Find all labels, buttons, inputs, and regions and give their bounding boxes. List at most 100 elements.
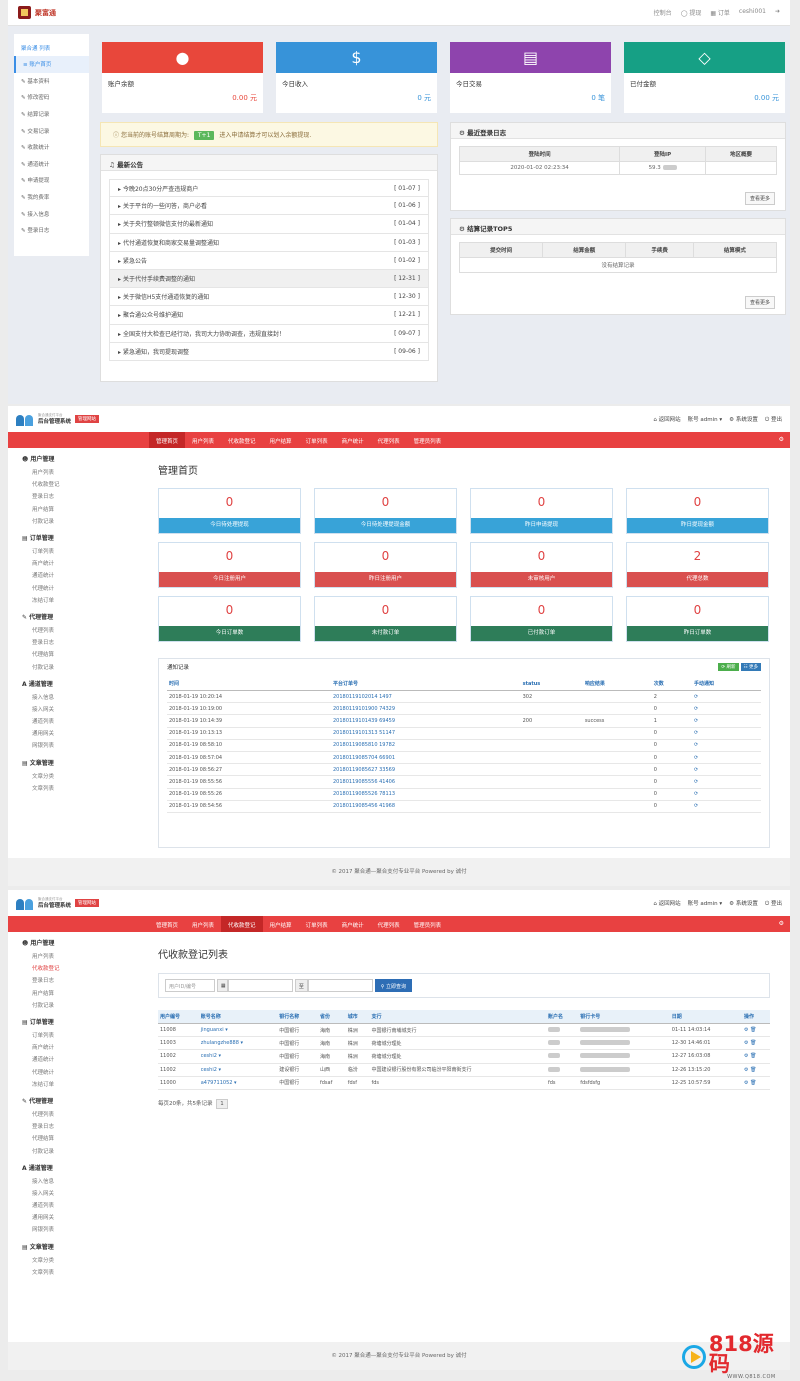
sidebar-item[interactable]: 付款记录 [32, 1002, 55, 1009]
merchant-logo[interactable]: 聚富通 [18, 6, 56, 19]
sidebar-item-password[interactable]: ✎ 修改密码 [21, 95, 50, 102]
nav-username[interactable]: ceshi001 [738, 8, 766, 15]
sidebar-item[interactable]: 冻结订单 [32, 1081, 55, 1088]
more-button[interactable]: ☷ 更多 [740, 663, 761, 671]
gear-icon[interactable]: ⚙ [778, 920, 784, 927]
resend-icon[interactable]: ⟳ [692, 763, 761, 777]
sidebar-item[interactable]: 冻结订单 [32, 597, 55, 604]
list-item[interactable]: ▸ 代付通道恢复和商家交易量调整通知 [ 01-03 ] [109, 233, 429, 252]
sidebar-item[interactable]: 用户结算 [32, 506, 55, 513]
sidebar-item[interactable]: 付款记录 [32, 518, 55, 525]
list-item[interactable]: ▸ 关于代付手续费调整的通知 [ 12-31 ] [109, 270, 429, 289]
sidebar-item-withdraw[interactable]: ✎ 申请提现 [21, 178, 50, 185]
sidebar-item[interactable]: 代理列表 [32, 627, 55, 634]
sidebar-item[interactable]: 订单列表 [32, 1033, 55, 1040]
sidebar-item[interactable]: 接入网关 [32, 706, 55, 713]
resend-icon[interactable]: ⟳ [692, 775, 761, 789]
sidebar-item[interactable]: 文章分类 [32, 773, 55, 780]
tab-merchant-stats[interactable]: 商户统计 [341, 439, 364, 445]
sidebar-item[interactable]: 通道统计 [32, 1057, 55, 1064]
trash-icon[interactable]: 🗑 [750, 1027, 757, 1034]
sidebar-item[interactable]: 接入信息 [32, 1178, 55, 1185]
resend-icon[interactable]: ⟳ [692, 702, 761, 716]
nav-console[interactable]: 控制台 [653, 10, 672, 17]
end-date-input[interactable] [307, 979, 373, 992]
cell[interactable]: 20180119085526 78113 [330, 788, 521, 801]
sidebar-item-income-stats[interactable]: ✎ 收款统计 [21, 145, 50, 152]
cell[interactable]: 20180119085627 33569 [330, 763, 521, 777]
sidebar-item[interactable]: 代理统计 [32, 585, 55, 592]
sidebar-item[interactable]: 通道列表 [32, 1203, 55, 1210]
cell[interactable]: 20180119101439 69459 [330, 714, 521, 728]
nav-orders[interactable]: ▦ 订单 [710, 10, 730, 17]
sidebar-item[interactable]: 网银列表 [32, 1227, 55, 1234]
sidebar-item[interactable]: 文章列表 [32, 1269, 55, 1276]
tab-collection-register[interactable]: 代收款登记 [221, 916, 263, 932]
edit-icon[interactable]: ⚙ [744, 1079, 749, 1086]
search-button[interactable]: ⚲ 立即查询 [374, 979, 413, 992]
account-link[interactable]: jinguanxi ▾ [198, 1023, 278, 1038]
account-link[interactable]: zhulangzhe888 ▾ [198, 1036, 278, 1051]
gear-icon[interactable]: ⚙ [778, 436, 784, 443]
tab-agents[interactable]: 代理列表 [377, 439, 400, 445]
sidebar-item[interactable]: 代理统计 [32, 1069, 55, 1076]
list-item[interactable]: ▸ 关于微信H5支付通道恢复的通知 [ 12-30 ] [109, 288, 429, 307]
sidebar-item[interactable]: 通用网关 [32, 731, 55, 738]
sidebar-item-rates[interactable]: ✎ 我的费率 [21, 195, 50, 202]
trash-icon[interactable]: 🗑 [750, 1040, 757, 1047]
cell[interactable]: 20180119101900 74329 [330, 702, 521, 716]
resend-icon[interactable]: ⟳ [692, 788, 761, 801]
sidebar-item[interactable]: 登录日志 [32, 640, 55, 647]
logout[interactable]: ⏻ 登出 [764, 416, 782, 423]
sidebar-item[interactable]: 用户结算 [32, 990, 55, 997]
list-item[interactable]: ▸ 紧急公告 [ 01-02 ] [109, 251, 429, 270]
sidebar-item[interactable]: 通道列表 [32, 719, 55, 726]
back-to-site[interactable]: ⌂ 返回网站 [653, 900, 681, 907]
tab-users[interactable]: 用户列表 [192, 923, 215, 929]
login-more-button[interactable]: 查看更多 [744, 192, 775, 205]
start-date-input[interactable] [227, 979, 293, 992]
logout[interactable]: ⏻ 登出 [764, 900, 782, 907]
system-settings[interactable]: ⚙ 系统设置 [729, 416, 758, 423]
list-item[interactable]: ▸ 今晚20点30分严查违规商户 [ 01-07 ] [109, 179, 429, 198]
admin-logo[interactable]: 聚合通支付平台 后台管理系统 管理网站 [16, 412, 100, 426]
logout-icon[interactable]: ➜ [774, 8, 780, 15]
sidebar-item[interactable]: 登录日志 [32, 494, 55, 501]
trash-icon[interactable]: 🗑 [750, 1079, 757, 1086]
sidebar-item[interactable]: 通道统计 [32, 573, 55, 580]
cell[interactable]: 20180119102014 1497 [330, 690, 521, 704]
cell[interactable]: 20180119085456 41968 [330, 800, 521, 813]
tab-admin-home[interactable]: 管理首页 [149, 432, 186, 448]
sidebar-item[interactable]: 代理结算 [32, 1136, 55, 1143]
account-menu[interactable]: 账号 admin ▾ [687, 416, 723, 423]
tab-admins[interactable]: 管理员列表 [413, 439, 442, 445]
cell[interactable]: 20180119085704 66901 [330, 751, 521, 765]
back-to-site[interactable]: ⌂ 返回网站 [653, 416, 681, 423]
sidebar-item[interactable]: 接入网关 [32, 1190, 55, 1197]
cell[interactable]: 20180119085810 19782 [330, 739, 521, 752]
trash-icon[interactable]: 🗑 [750, 1053, 757, 1060]
sidebar-item[interactable]: 订单列表 [32, 549, 55, 556]
cell[interactable]: 20180119101313 51147 [330, 727, 521, 740]
tab-user-settle[interactable]: 用户结算 [269, 923, 292, 929]
sidebar-item[interactable]: 用户列表 [32, 954, 55, 961]
sidebar-item[interactable]: 代理列表 [32, 1111, 55, 1118]
sidebar-item[interactable]: 付款记录 [32, 664, 55, 671]
sidebar-item[interactable]: 文章分类 [32, 1257, 55, 1264]
tab-agents[interactable]: 代理列表 [377, 923, 400, 929]
sidebar-item[interactable]: 商户统计 [32, 1045, 55, 1052]
list-item[interactable]: ▸ 全国支付大检查已经行动，我司大力协助调查，违规直接封！ [ 09-07 ] [109, 324, 429, 343]
edit-icon[interactable]: ⚙ [744, 1040, 749, 1047]
tab-admins[interactable]: 管理员列表 [413, 923, 442, 929]
sidebar-item-login-log[interactable]: ✎ 登录日志 [21, 228, 50, 235]
resend-icon[interactable]: ⟳ [692, 727, 761, 740]
sidebar-item[interactable]: 商户统计 [32, 561, 55, 568]
resend-icon[interactable]: ⟳ [692, 800, 761, 813]
edit-icon[interactable]: ⚙ [744, 1066, 749, 1073]
sidebar-item[interactable]: 用户列表 [32, 470, 55, 477]
settle-more-button[interactable]: 查看更多 [744, 296, 775, 309]
page-1-button[interactable]: 1 [216, 1098, 228, 1109]
sidebar-item-active[interactable]: 代收款登记 [32, 966, 60, 973]
sidebar-item[interactable]: 接入信息 [32, 694, 55, 701]
sidebar-item[interactable]: 网银列表 [32, 743, 55, 750]
